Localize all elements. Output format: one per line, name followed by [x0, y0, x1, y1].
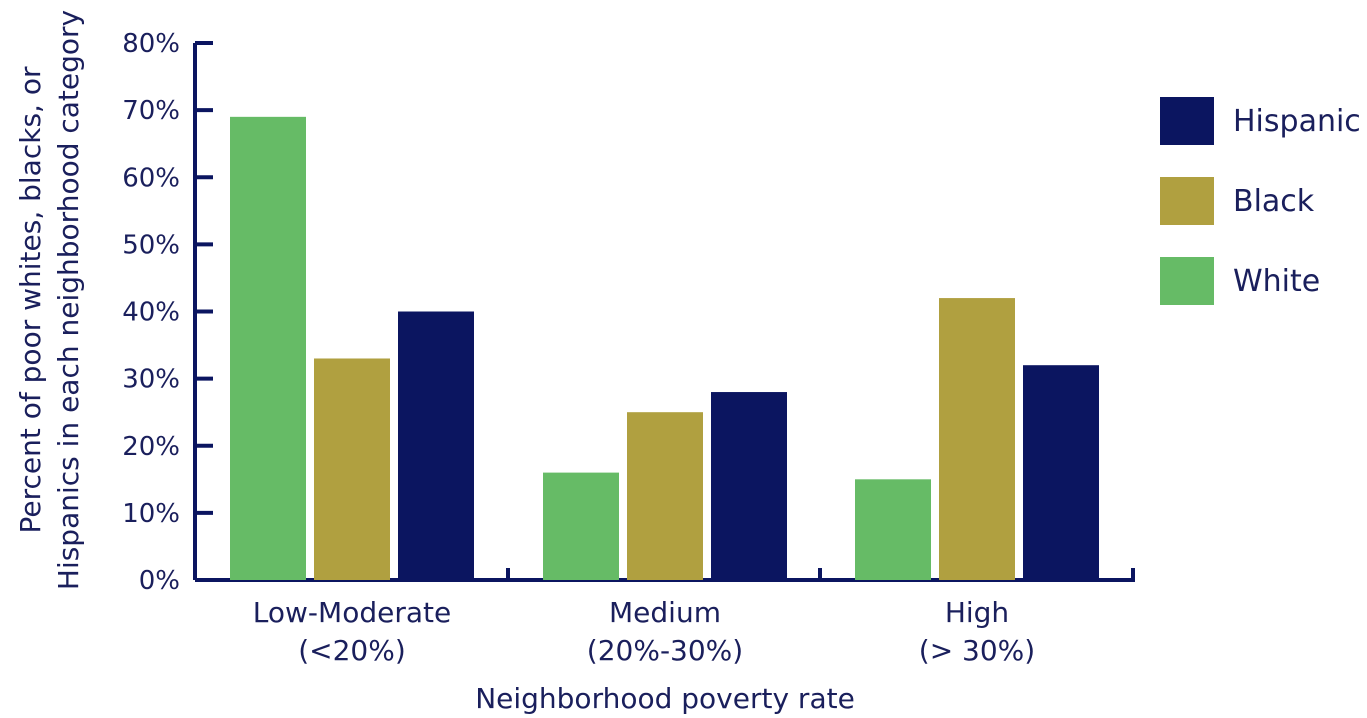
y-tick-label: 10%	[122, 499, 180, 529]
y-tick-label: 60%	[122, 163, 180, 193]
bars	[230, 116, 1099, 581]
x-category-label: (20%-30%)	[587, 634, 743, 667]
y-axis-title-line-2: Hispanics in each neighborhood category	[52, 10, 85, 590]
y-axis-ticks: 0% 10% 20% 30% 40% 50% 60% 70% 80%	[122, 29, 213, 596]
bar-hispanic-2	[1023, 365, 1099, 580]
bar-black-2	[939, 298, 1015, 580]
y-tick-label: 20%	[122, 432, 180, 462]
legend-swatch-hispanic	[1160, 97, 1214, 145]
bar-white-2	[855, 479, 931, 580]
bar-hispanic-1	[711, 392, 787, 580]
legend-label-white: White	[1233, 264, 1320, 299]
x-category-label: Low-Moderate	[253, 596, 451, 629]
legend: Hispanic Black White	[1160, 97, 1361, 305]
x-category-label: High	[945, 596, 1009, 629]
bar-black-0	[314, 358, 390, 580]
y-tick-label: 40%	[122, 298, 180, 328]
x-category-label: (> 30%)	[919, 634, 1035, 667]
legend-label-hispanic: Hispanic	[1233, 104, 1361, 139]
y-tick-label: 80%	[122, 29, 180, 59]
bar-white-0	[230, 116, 306, 581]
x-axis-title: Neighborhood poverty rate	[475, 682, 855, 715]
y-axis-title-line-1: Percent of poor whites, blacks, or	[14, 66, 47, 533]
x-category-label: Medium	[609, 596, 721, 629]
x-axis-categories: Low-Moderate (<20%) Medium (20%-30%) High (> …	[253, 596, 1035, 667]
bar-hispanic-0	[398, 311, 474, 580]
legend-swatch-black	[1160, 177, 1214, 225]
y-tick-label: 70%	[122, 96, 180, 126]
y-tick-label: 50%	[122, 230, 180, 260]
legend-label-black: Black	[1233, 184, 1315, 219]
legend-swatch-white	[1160, 257, 1214, 305]
y-tick-label: 0%	[139, 566, 180, 596]
y-tick-label: 30%	[122, 365, 180, 395]
x-category-label: (<20%)	[298, 634, 406, 667]
y-axis-title: Percent of poor whites, blacks, or Hispa…	[14, 10, 85, 590]
bar-white-1	[543, 472, 619, 580]
bar-black-1	[627, 412, 703, 580]
